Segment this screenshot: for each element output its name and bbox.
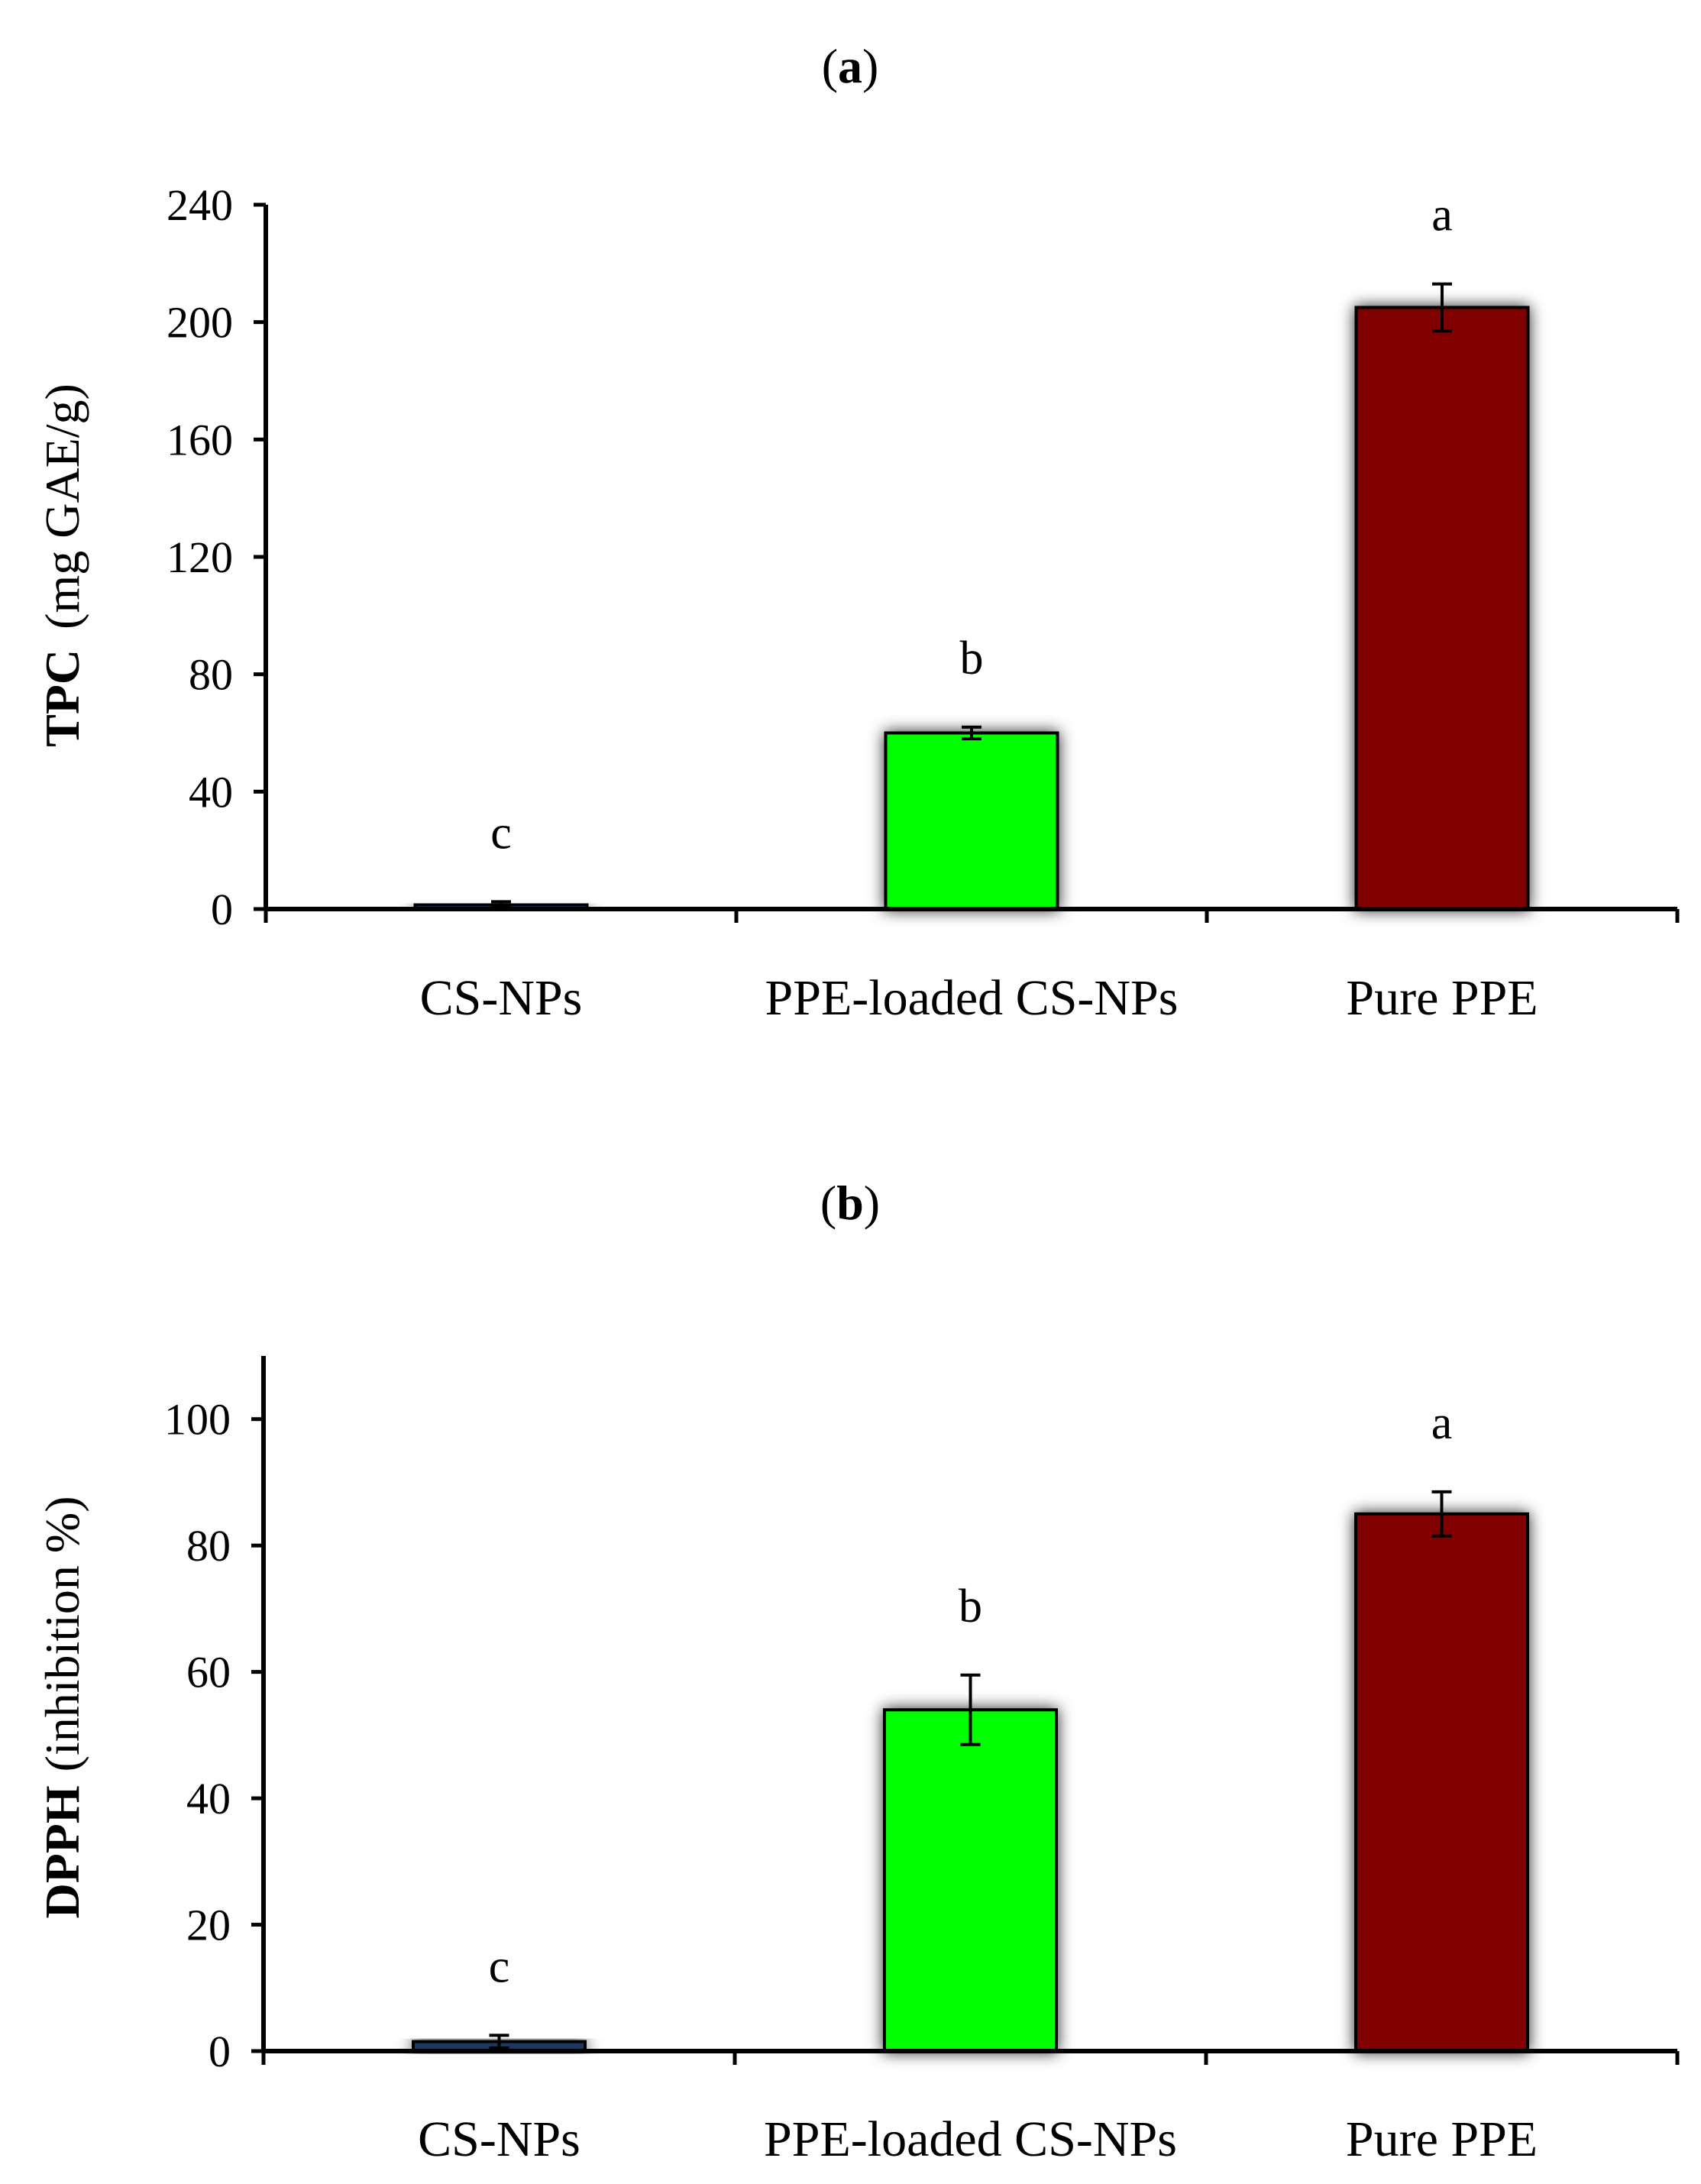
y-axis-label: TPC (mg GAE/g): [35, 383, 89, 747]
panel-a-title: (a): [822, 39, 879, 93]
bar: [1354, 306, 1530, 911]
significance-letter: b: [960, 633, 984, 684]
y-axis-label: DPPH (inhibition %): [35, 1496, 89, 1918]
y-tick-label: 40: [189, 767, 233, 817]
y-axis-label-main: DPPH: [35, 1785, 89, 1918]
panel-b-title: (b): [820, 1176, 880, 1230]
category-label: PPE-loaded CS-NPs: [764, 2111, 1177, 2167]
y-tick-label: 0: [211, 885, 233, 934]
significance-letter: a: [1431, 189, 1453, 241]
category-label: CS-NPs: [418, 2111, 580, 2167]
category-label: PPE-loaded CS-NPs: [765, 970, 1179, 1026]
bar: [1354, 1512, 1529, 2053]
y-tick-label: 0: [209, 2027, 231, 2076]
y-axis-label-main: TPC: [35, 649, 89, 747]
significance-letter: b: [959, 1581, 982, 1632]
y-axis-label-unit: (mg GAE/g): [35, 383, 89, 629]
category-label: Pure PPE: [1346, 2111, 1538, 2167]
significance-letter: a: [1431, 1397, 1453, 1449]
significance-letter: c: [490, 807, 512, 859]
significance-letter: c: [489, 1940, 510, 1992]
y-axis-label-unit: (inhibition %): [35, 1496, 89, 1771]
y-tick-label: 80: [189, 650, 233, 700]
y-tick-label: 200: [167, 298, 233, 348]
y-tick-label: 100: [164, 1395, 231, 1445]
panel-b-title-letter: b: [836, 1176, 864, 1230]
y-tick-label: 160: [167, 415, 233, 464]
bar: [884, 731, 1059, 911]
y-tick-label: 120: [167, 532, 233, 582]
panel-a-title-letter: a: [838, 39, 862, 93]
category-label: CS-NPs: [420, 970, 583, 1026]
y-tick-label: 60: [186, 1648, 231, 1697]
y-tick-label: 240: [167, 180, 233, 230]
category-label: Pure PPE: [1346, 970, 1538, 1026]
bar: [883, 1708, 1058, 2053]
y-tick-label: 80: [186, 1521, 231, 1571]
y-tick-label: 20: [186, 1901, 231, 1950]
y-tick-label: 40: [186, 1774, 231, 1823]
